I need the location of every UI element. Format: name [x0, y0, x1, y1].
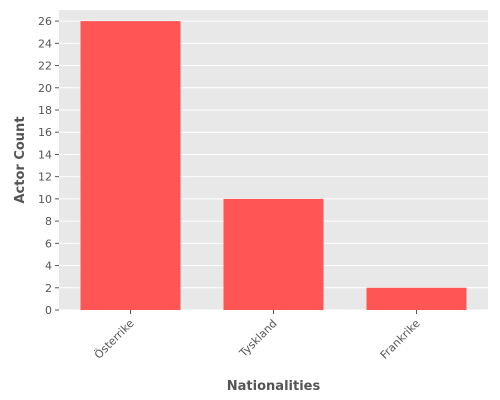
y-axis-label: Actor Count [13, 116, 28, 203]
x-axis-label: Nationalities [227, 379, 321, 394]
x-axis-ticks: Österrike Tyskland Frankrike [92, 310, 423, 362]
y-tick-label: 10 [38, 193, 52, 206]
y-tick-label: 18 [38, 104, 52, 117]
y-tick-label: 2 [45, 282, 52, 295]
bar [80, 21, 181, 310]
y-tick-label: 12 [38, 171, 52, 184]
y-tick-label: 26 [38, 15, 52, 28]
y-tick-label: 24 [38, 37, 52, 50]
x-tick-label: Frankrike [378, 317, 423, 362]
y-tick-label: 0 [45, 304, 52, 317]
y-tick-label: 16 [38, 126, 52, 139]
bar [366, 287, 467, 310]
bar [223, 198, 324, 310]
y-tick-label: 20 [38, 82, 52, 95]
x-tick-label: Österrike [92, 317, 137, 362]
y-tick-label: 4 [45, 260, 52, 273]
y-tick-label: 8 [45, 215, 52, 228]
y-tick-label: 14 [38, 148, 52, 161]
bars [80, 21, 467, 310]
y-tick-label: 22 [38, 60, 52, 73]
y-tick-label: 6 [45, 237, 52, 250]
x-tick-label: Tyskland [236, 317, 279, 360]
